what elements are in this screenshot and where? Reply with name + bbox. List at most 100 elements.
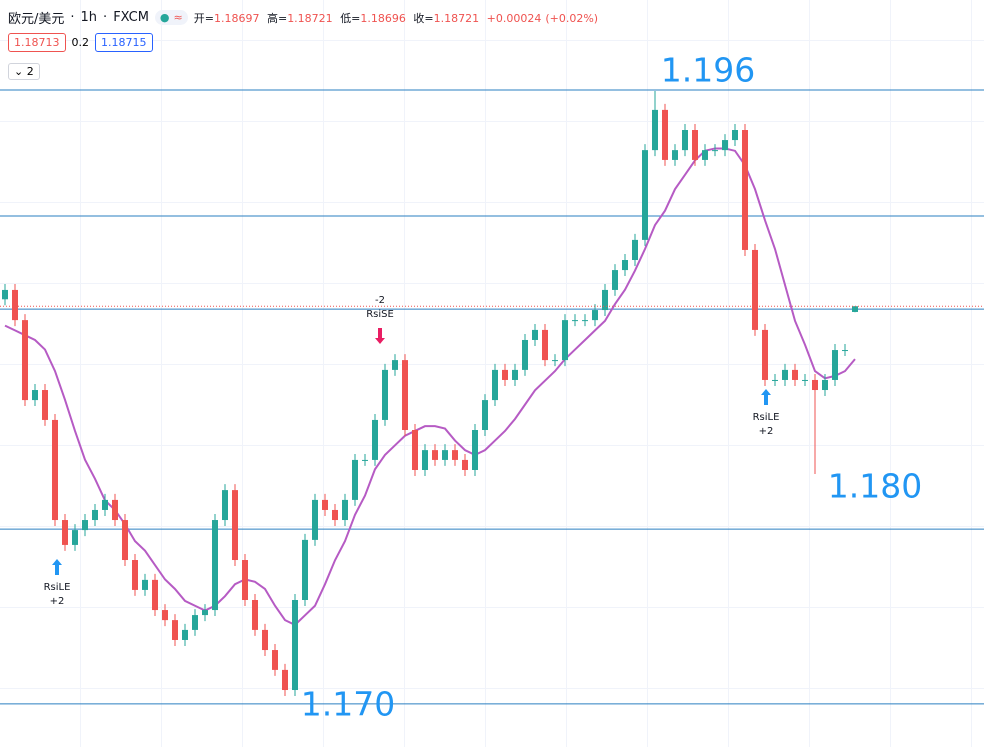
ohlc-value: 1.18697 <box>213 11 260 25</box>
candle-body <box>512 369 518 380</box>
spread: 0.2 <box>71 36 90 49</box>
candle-body <box>32 390 38 401</box>
candle-body <box>762 329 768 380</box>
candle-body <box>102 499 108 510</box>
candle-body <box>172 620 178 640</box>
candle-body <box>592 310 598 321</box>
candle-body <box>822 379 828 391</box>
candle-body <box>572 320 578 322</box>
signal-arrow <box>375 328 385 344</box>
candle-body <box>112 499 118 521</box>
candle-body <box>522 339 528 370</box>
candle-body <box>482 400 488 431</box>
change-pct: (+0.02%) <box>545 11 599 25</box>
candle-body <box>182 629 188 640</box>
candle-body <box>252 599 258 630</box>
ohlc-value: 1.18696 <box>360 11 406 25</box>
candle-body <box>452 450 458 460</box>
candle-body <box>462 459 468 470</box>
signal-label: RsiLE <box>44 582 71 593</box>
candle-body <box>502 369 508 380</box>
candle-body <box>202 610 208 616</box>
signal-qty: +2 <box>759 426 774 437</box>
signal-arrow <box>52 559 62 575</box>
candle-body <box>752 249 758 330</box>
candle-body <box>72 530 78 545</box>
candle-body <box>232 490 238 561</box>
candle-body <box>302 539 308 600</box>
candle-body <box>682 130 688 151</box>
symbol: 欧元/美元 <box>8 12 65 27</box>
price-annotation: 1.196 <box>661 51 755 90</box>
signal-qty: +2 <box>50 596 65 607</box>
candle-body <box>722 140 728 151</box>
candle-body <box>322 499 328 510</box>
candle-body <box>392 360 398 370</box>
source: FXCM <box>113 10 149 25</box>
candle-body <box>842 350 848 352</box>
candle-body <box>382 369 388 420</box>
candle-body <box>802 379 808 381</box>
buy-button[interactable]: 1.18715 <box>95 33 153 52</box>
ohlc-label: 高= <box>266 11 288 25</box>
candle-body <box>622 260 628 271</box>
candle-body <box>282 669 288 691</box>
candle-body <box>632 239 638 261</box>
candle-body <box>642 150 648 240</box>
candle-body <box>542 329 548 361</box>
candle-body <box>12 289 18 321</box>
candle-body <box>372 419 378 460</box>
candle-body <box>92 509 98 521</box>
candle-body <box>62 520 68 545</box>
candle-body <box>712 150 718 152</box>
candle-body <box>162 610 168 621</box>
candle-body <box>212 520 218 611</box>
candle-body <box>362 459 368 461</box>
candle-body <box>852 306 858 312</box>
candle-body <box>352 459 358 500</box>
candle-body <box>562 320 568 361</box>
candle-body <box>652 109 658 151</box>
candle-body <box>332 509 338 521</box>
candle-body <box>312 499 318 540</box>
candle-body <box>552 360 558 362</box>
candle-body <box>412 430 418 470</box>
candle-body <box>692 130 698 160</box>
interval[interactable]: 1h <box>80 10 98 25</box>
candle-body <box>2 289 8 300</box>
candle-body <box>782 369 788 380</box>
candle-body <box>792 369 798 380</box>
candle-body <box>742 130 748 250</box>
candle-body <box>472 430 478 470</box>
candle-body <box>292 599 298 691</box>
candle-body <box>342 499 348 521</box>
toolbar: 1.18713 0.2 1.18715 <box>8 33 153 52</box>
candle-body <box>432 450 438 460</box>
candle-body <box>422 450 428 470</box>
candle-body <box>672 150 678 160</box>
candle-body <box>262 629 268 651</box>
indicator-toggle[interactable]: ⌄ 2 <box>8 63 40 80</box>
candle-body <box>192 615 198 630</box>
candle-body <box>612 270 618 290</box>
sell-button[interactable]: 1.18713 <box>8 33 66 52</box>
signal-label: RsiSE <box>366 309 394 320</box>
candle-body <box>772 379 778 381</box>
candle-body <box>142 579 148 590</box>
candle-body <box>402 360 408 431</box>
ohlc-label: 开= <box>193 11 214 25</box>
candle-body <box>662 109 668 160</box>
candle-body <box>442 450 448 460</box>
signal-qty: -2 <box>375 295 385 306</box>
price-annotation: 1.170 <box>301 685 395 724</box>
candle-body <box>492 369 498 401</box>
candle-body <box>82 520 88 531</box>
signal-label: RsiLE <box>753 412 780 423</box>
candle-body <box>532 329 538 340</box>
candle-body <box>702 150 708 160</box>
candle-body <box>132 560 138 590</box>
candle-body <box>152 579 158 611</box>
candle-body <box>222 490 228 521</box>
candle-body <box>22 320 28 401</box>
